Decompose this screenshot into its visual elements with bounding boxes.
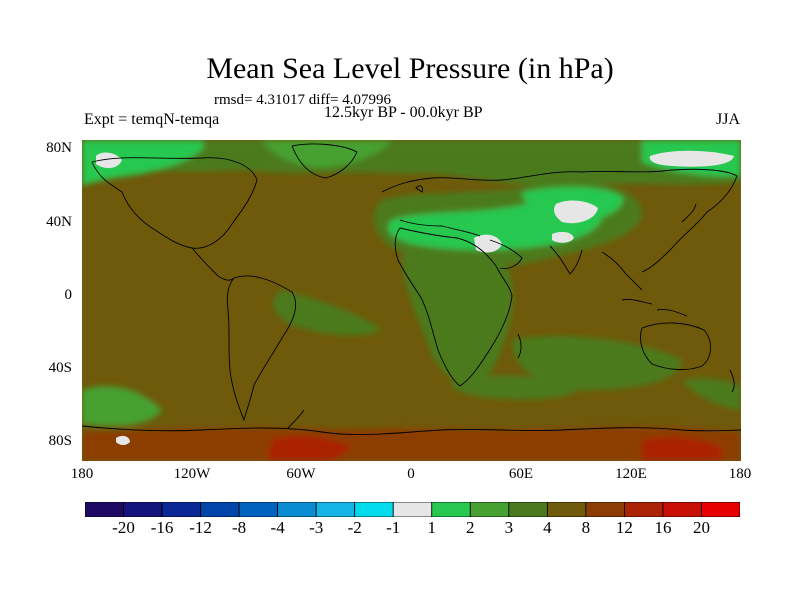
- arabia-coast: [489, 239, 523, 269]
- lon-label-60w: 60W: [286, 466, 316, 482]
- colorbar-swatch: [431, 502, 471, 517]
- colorbar-swatch: [277, 502, 317, 517]
- south-indian-green: [682, 378, 741, 410]
- colorbar-label: 8: [581, 518, 591, 537]
- colorbar-swatch: [161, 502, 201, 517]
- colorbar-swatch: [624, 502, 664, 517]
- colorbar-label: 1: [427, 518, 437, 537]
- colorbar: [85, 502, 740, 517]
- colorbar-label: 3: [504, 518, 514, 537]
- madagascar-coast: [517, 333, 522, 359]
- colorbar-swatch: [701, 502, 740, 517]
- colorbar-swatch: [238, 502, 279, 517]
- colorbar-label: 4: [543, 518, 552, 537]
- white-patch-antarctic: [116, 435, 130, 445]
- india-coast: [549, 245, 583, 275]
- antarctica-coast: [82, 425, 741, 436]
- lat-label-80n: 80N: [46, 140, 72, 156]
- white-patch-ne: [649, 150, 734, 167]
- north-america-coast: [91, 157, 258, 249]
- greenland-coast: [291, 143, 358, 179]
- arctic-bright-green: [82, 140, 204, 186]
- stats-subtitle: rmsd= 4.31017 diff= 4.07996: [214, 92, 392, 108]
- colorbar-swatch: [392, 502, 433, 517]
- central-america-coast: [191, 247, 235, 281]
- colorbar-swatch: [585, 502, 625, 517]
- colorbar-swatch: [546, 502, 587, 517]
- colorbar-label: -20: [112, 518, 135, 537]
- lon-label-0: 0: [407, 466, 415, 482]
- pressure-map: [82, 140, 741, 461]
- colorbar-swatch: [85, 502, 124, 517]
- japan-coast: [681, 203, 697, 223]
- period-subtitle: 12.5kyr BP - 00.0kyr BP: [324, 104, 483, 121]
- antarctic-red-patch: [267, 435, 352, 461]
- australia-coast: [640, 322, 711, 371]
- colorbar-swatch: [123, 502, 163, 517]
- lon-label-120e: 120E: [615, 466, 647, 482]
- colorbar-swatch: [662, 502, 702, 517]
- lat-label-40s: 40S: [48, 360, 72, 376]
- colorbar-label: 20: [692, 518, 710, 537]
- white-patch-tibet: [552, 231, 574, 243]
- white-patch-nw: [96, 152, 122, 169]
- colorbar-label: 2: [466, 518, 475, 537]
- colorbar-swatch: [354, 502, 394, 517]
- antarctic-peninsula: [287, 409, 305, 429]
- southeast-asia-coast: [601, 251, 643, 291]
- greenland-bright-green: [262, 140, 392, 168]
- lon-label-180w: 180: [70, 466, 94, 482]
- antarctic-red-patch-east: [642, 437, 722, 461]
- white-patch-central-asia: [554, 200, 598, 224]
- mediterranean-coast: [399, 219, 481, 237]
- colorbar-label: -12: [189, 518, 212, 537]
- colorbar-swatch: [315, 502, 356, 517]
- colorbar-label: -8: [232, 518, 247, 537]
- africa-green-region: [402, 252, 513, 382]
- colorbar-label: -4: [270, 518, 285, 537]
- colorbar-label: -1: [386, 518, 401, 537]
- new-zealand-coast: [729, 369, 735, 393]
- tropical-atlantic-green: [273, 290, 382, 336]
- lat-label-eq: 0: [64, 287, 73, 303]
- antarctic-rust-band: [82, 426, 741, 461]
- south-atlantic-green: [451, 375, 582, 400]
- colorbar-swatch: [508, 502, 548, 517]
- experiment-label: Expt = temqN-temqa: [84, 111, 220, 128]
- lon-label-60e: 60E: [508, 466, 534, 482]
- map-title: Mean Sea Level Pressure (in hPa): [206, 52, 614, 85]
- british-isles: [415, 185, 423, 193]
- white-patch-arabia: [474, 234, 502, 253]
- season-label: JJA: [716, 111, 741, 128]
- lon-label-120w: 120W: [173, 466, 211, 482]
- colorbar-swatch: [469, 502, 510, 517]
- arctic-green-band: [82, 140, 741, 188]
- lon-label-180e: 180: [728, 466, 752, 482]
- colorbar-label: -3: [309, 518, 324, 537]
- colorbar-label: -16: [150, 518, 174, 537]
- colorbar-swatch: [200, 502, 240, 517]
- europe-coast: [381, 168, 738, 273]
- colorbar-label: 12: [615, 518, 633, 537]
- south-america-coast: [226, 275, 296, 422]
- lat-label-40n: 40N: [46, 214, 72, 230]
- africa-coast: [394, 227, 513, 387]
- lat-label-80s: 80S: [48, 433, 72, 449]
- indian-ocean-green: [512, 336, 682, 390]
- colorbar-label: 16: [654, 518, 672, 537]
- maritime-continent: [621, 299, 688, 317]
- coastlines: [82, 143, 741, 436]
- colorbar-label: -2: [347, 518, 362, 537]
- south-pacific-green: [82, 386, 162, 427]
